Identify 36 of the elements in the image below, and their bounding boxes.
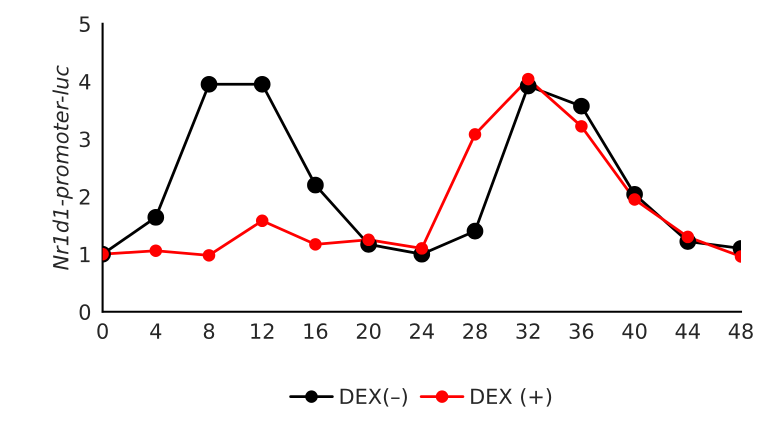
x-tick-label: 0 — [97, 323, 108, 339]
point — [147, 208, 164, 226]
point — [200, 76, 218, 93]
y-tick-label: 4 — [79, 74, 90, 90]
x-tick-label: 24 — [410, 323, 434, 339]
x-tick-label: 12 — [251, 323, 274, 339]
point — [468, 128, 482, 141]
legend-label: DEX(–) — [340, 388, 407, 407]
point — [254, 76, 271, 93]
point — [522, 72, 534, 86]
x-tick-label: 16 — [304, 323, 328, 339]
x-tick-label: 4 — [150, 324, 162, 339]
y-tick-label: 0 — [80, 304, 90, 320]
point — [466, 222, 484, 240]
legend-label: DEX (+) — [471, 388, 552, 407]
point — [416, 242, 428, 255]
point — [307, 176, 324, 194]
x-tick-label: 44 — [676, 324, 700, 339]
x-tick-label: 48 — [728, 323, 753, 339]
x-tick-label: 20 — [356, 323, 380, 339]
y-tick-label: 2 — [80, 189, 90, 204]
y-tick-label: 3 — [80, 131, 90, 148]
x-tick-label: 36 — [570, 323, 594, 339]
point — [309, 238, 322, 251]
x-tick-label: 8 — [204, 323, 214, 339]
point — [575, 120, 588, 133]
y-tick-label: 1 — [80, 246, 90, 262]
point — [256, 214, 268, 228]
y-axis-title: Nr1d1-promoter-luc — [52, 65, 73, 270]
x-tick-label: 32 — [516, 323, 540, 339]
point — [202, 249, 216, 262]
point — [573, 98, 590, 114]
x-tick-label: 28 — [463, 323, 487, 339]
y-tick-label: 5 — [80, 16, 90, 32]
point — [150, 244, 162, 257]
x-tick-label: 40 — [622, 323, 646, 339]
